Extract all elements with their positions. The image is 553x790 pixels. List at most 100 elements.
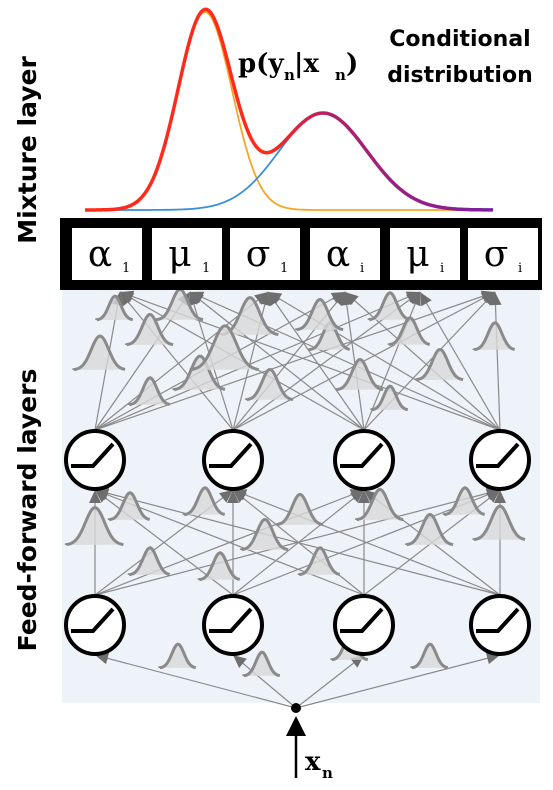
relu-activation-line (209, 442, 253, 468)
output-edge-arrowhead (481, 292, 495, 306)
output-edge-arrowhead (190, 291, 205, 303)
conditional-equation: p(y n |x n ) (238, 49, 358, 84)
input-arrow-head (286, 716, 306, 736)
param-box (310, 228, 380, 280)
mixture-layer-label: Mixture layer (13, 56, 42, 244)
gaussian-weight-icon (245, 367, 294, 402)
output-edge-arrowhead (332, 292, 345, 306)
relu-neuron-icon (202, 594, 264, 656)
output-edge (344, 291, 365, 431)
relu-neuron-icon (333, 429, 395, 491)
gaussian-weight-icon (158, 642, 197, 670)
relu-activation-line (476, 442, 520, 468)
hidden-edge-arrowhead (89, 490, 101, 503)
relu-neuron-icon (64, 594, 126, 656)
output-edge-arrowhead (420, 292, 432, 307)
relu-activation-line (71, 607, 115, 633)
gaussian-weight-icon (125, 312, 174, 347)
hidden-edge-arrowhead (219, 490, 233, 503)
relu-neuron-icon (333, 594, 395, 656)
param-box (468, 228, 538, 280)
param-subscript: 1 (280, 261, 288, 276)
relu-activation-line (476, 607, 520, 633)
gaussian-weight-icon (127, 376, 171, 407)
relu-neuron-icon (469, 594, 531, 656)
param-subscript: i (518, 261, 522, 276)
gaussian-weight-icon (172, 354, 226, 392)
param-symbol: α (88, 234, 112, 275)
hidden-neurons (64, 429, 531, 656)
output-edge (189, 291, 365, 431)
gaussian-weight-icon (355, 487, 404, 522)
equation-close: ) (346, 49, 358, 79)
gaussian-weight-icon (275, 492, 324, 527)
gaussian-weight-icon (367, 291, 411, 322)
hidden-edge-arrowhead (227, 490, 239, 503)
param-symbol: σ (246, 234, 271, 275)
param-box (72, 228, 142, 280)
hidden-edge (232, 489, 501, 596)
hidden-edge-arrowhead (350, 490, 364, 503)
relu-activation-line (340, 442, 384, 468)
input-node (291, 703, 301, 713)
gaussian-weight-icon (295, 297, 344, 332)
gaussian-weight-icon (410, 642, 449, 670)
gaussian-weight-icon (405, 512, 454, 547)
input-edge (295, 654, 501, 709)
param-subscript: 1 (202, 261, 210, 276)
equation-x-subscript: n (335, 66, 346, 84)
relu-neuron-icon (64, 429, 126, 491)
param-symbol: μ (406, 234, 429, 275)
output-edge-arrowhead (254, 292, 268, 305)
feedforward-layers-label: Feed-forward layers (13, 369, 42, 652)
output-edge (94, 291, 496, 431)
gaussian-weight-icon (107, 491, 151, 522)
param-box (230, 228, 300, 280)
mixture-density-curve (85, 7, 493, 212)
hidden-edge-arrowhead (494, 490, 506, 503)
input-edge (295, 654, 365, 709)
output-edge (267, 291, 365, 431)
gaussian-weight-icon (335, 357, 384, 392)
mixture-component-2-curve (85, 112, 493, 211)
gaussian-weight-icon (189, 324, 259, 371)
param-symbol: σ (484, 234, 509, 275)
param-subscript: 1 (122, 261, 130, 276)
output-edge (344, 291, 501, 431)
relu-activation-line (340, 607, 384, 633)
weight-distributions (64, 287, 526, 678)
output-edge (119, 291, 234, 431)
param-symbol: α (326, 234, 350, 275)
output-edge (419, 291, 501, 431)
output-edge-arrowhead (268, 292, 283, 304)
hidden-edge-arrowhead (486, 490, 500, 503)
input-label: x (305, 747, 321, 777)
equation-y-subscript: n (284, 66, 295, 84)
param-subscript: i (440, 261, 444, 276)
relu-activation-line (209, 607, 253, 633)
conditional-label-line1: Conditional (389, 27, 530, 52)
input-edge (232, 654, 297, 709)
relu-neuron-icon (469, 429, 531, 491)
gaussian-weight-icon (472, 321, 516, 352)
gaussian-weight-icon (182, 486, 226, 517)
gaussian-weight-icon (64, 506, 124, 547)
relu-activation-line (71, 442, 115, 468)
gaussian-weight-icon (472, 504, 526, 542)
output-edge-arrowhead (406, 292, 420, 305)
input-label-subscript: n (322, 764, 333, 782)
gaussian-weight-fill (191, 325, 259, 370)
hidden-edge-arrowhead (358, 490, 370, 503)
output-edge-arrowhead (409, 292, 421, 307)
output-edge (494, 291, 501, 431)
hidden-edge-arrowhead (233, 489, 248, 501)
gaussian-weight-icon (72, 334, 126, 372)
gaussian-weight-icon (442, 486, 486, 517)
equation-bar-x: |x (294, 49, 319, 79)
relu-neuron-icon (202, 429, 264, 491)
gaussian-weight-icon (240, 517, 289, 552)
output-edge (267, 291, 501, 431)
output-edge-arrowhead (259, 292, 271, 307)
